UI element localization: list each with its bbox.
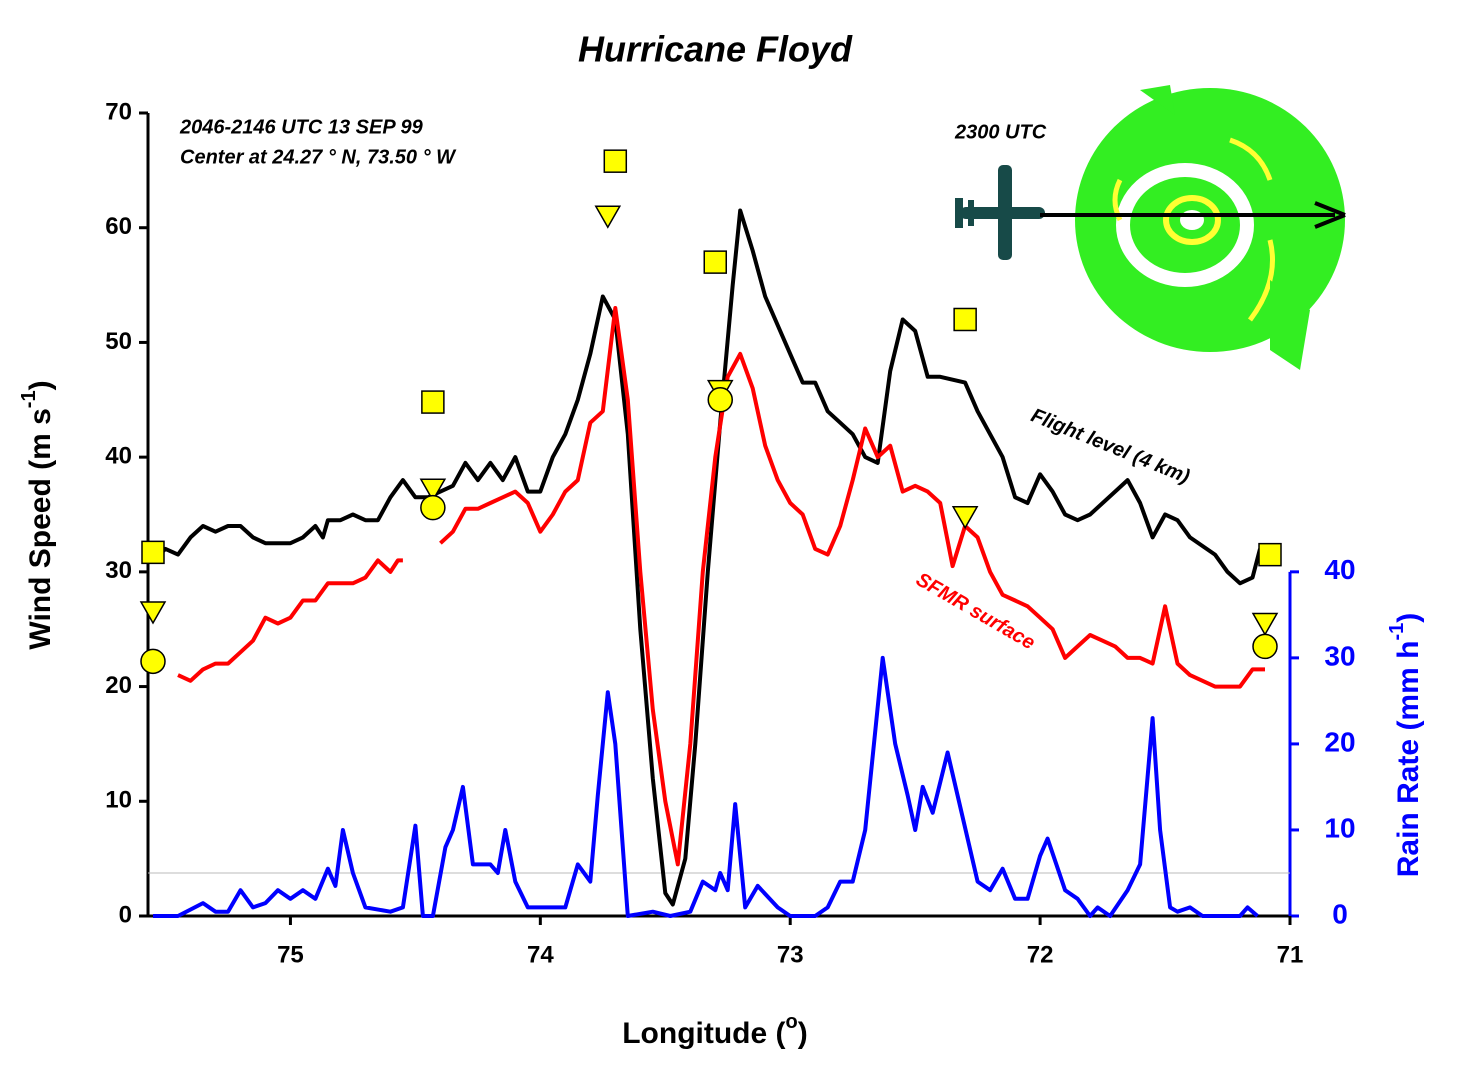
label-part: Wind Speed (m s (24, 408, 57, 649)
annotation: 2300 UTC (954, 121, 1047, 143)
radar-inset (1075, 85, 1345, 370)
y-tick-label: 60 (105, 213, 132, 240)
square-marker (603, 149, 628, 173)
square-marker (141, 540, 165, 565)
x-tick-label: 73 (777, 941, 804, 968)
circle-marker (420, 494, 446, 521)
y-tick-label: 30 (105, 557, 132, 584)
x-tick-label: 72 (1027, 941, 1054, 968)
y-tick-label: 50 (105, 328, 132, 355)
y-tick-label: 10 (105, 787, 132, 814)
y-tick-label: 70 (105, 98, 132, 125)
annotation: 2046-2146 UTC 13 SEP 99 (179, 116, 424, 138)
label-sup: -1 (18, 390, 40, 408)
x-tick-label: 75 (277, 941, 304, 968)
square-marker (421, 390, 445, 414)
series-line (153, 655, 1259, 918)
y2-tick-label: 40 (1324, 554, 1355, 585)
label-sup: -1 (1386, 623, 1408, 641)
x-tick-label: 74 (527, 941, 554, 968)
annotation: Center at 24.27 ° N, 73.50 ° W (180, 146, 457, 168)
y-tick-label: 40 (105, 442, 132, 469)
series-line (151, 208, 1262, 907)
y2-tick-label: 30 (1324, 640, 1355, 671)
label-part: Longitude ( (622, 1017, 785, 1050)
square-marker (1258, 542, 1282, 567)
track-arrow (1040, 201, 1346, 229)
x-axis-label: Longitude (o) (622, 1011, 808, 1050)
chart-title: Hurricane Floyd (578, 29, 853, 70)
triangle-marker (1251, 612, 1279, 636)
label-part: Rain Rate (mm h (1392, 641, 1425, 878)
square-marker (703, 250, 728, 274)
y2-axis-label: Rain Rate (mm h-1) (1386, 613, 1425, 878)
y2-tick-label: 20 (1324, 726, 1355, 757)
triangle-marker (139, 601, 167, 625)
x-tick-label: 71 (1277, 941, 1304, 968)
series-line (177, 558, 403, 683)
y2-tick-label: 10 (1324, 812, 1355, 843)
triangle-marker (419, 478, 447, 502)
label-sup: o (786, 1011, 798, 1033)
square-marker (953, 307, 977, 332)
label-part: ) (1392, 613, 1425, 623)
y-tick-label: 20 (105, 672, 132, 699)
triangle-marker (594, 205, 622, 229)
series-line (439, 306, 1265, 867)
label-part: ) (24, 380, 57, 390)
circle-marker (1252, 633, 1278, 660)
label-part: ) (798, 1017, 808, 1050)
circle-marker (707, 387, 733, 413)
triangle-marker (951, 506, 979, 530)
y2-tick-label: 0 (1332, 898, 1348, 929)
y-axis-label: Wind Speed (m s-1) (18, 380, 57, 649)
circle-marker (140, 648, 166, 675)
y-tick-label: 0 (119, 901, 132, 928)
aircraft (955, 165, 1045, 260)
